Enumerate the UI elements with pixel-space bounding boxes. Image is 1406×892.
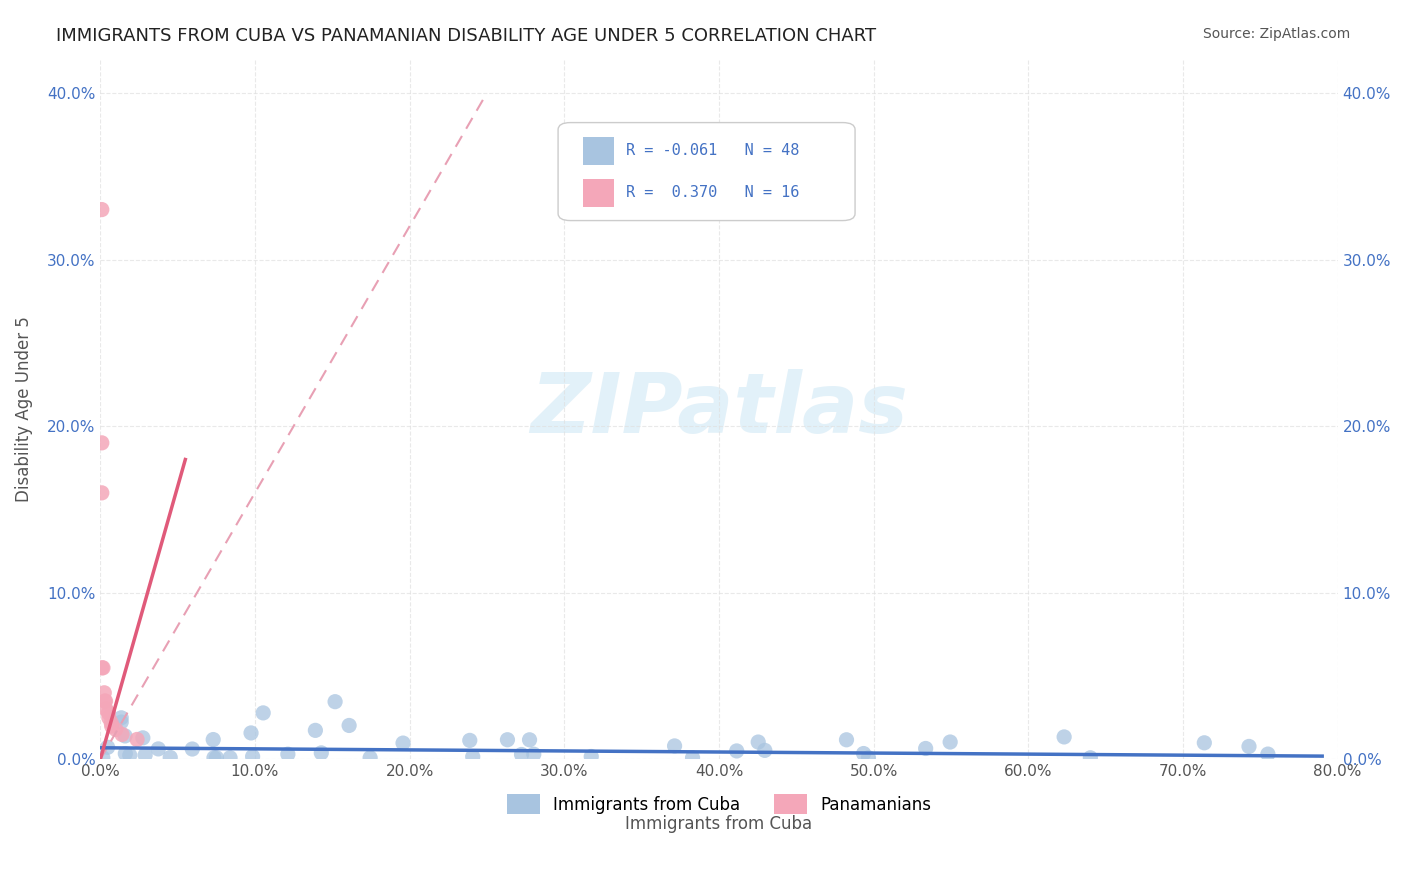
Point [114,729,136,743]
Point [91,751,114,765]
Point [100,715,122,730]
Point [1194,736,1216,750]
Point [725,744,748,758]
Text: IMMIGRANTS FROM CUBA VS PANAMANIAN DISABILITY AGE UNDER 5 CORRELATION CHART: IMMIGRANTS FROM CUBA VS PANAMANIAN DISAB… [56,27,876,45]
Text: R = -0.061   N = 48: R = -0.061 N = 48 [626,143,800,158]
Text: Source: ZipAtlas.com: Source: ZipAtlas.com [1202,27,1350,41]
Point [159,750,181,764]
Point [94,694,117,708]
Point [914,741,936,756]
Point [110,711,132,725]
Point [91,661,114,675]
Point [304,723,326,738]
Point [93,686,115,700]
Point [337,718,360,732]
Point [240,726,263,740]
Point [132,731,155,745]
Point [90,435,112,450]
Point [97,706,120,720]
Point [90,202,112,217]
Point [1080,751,1102,765]
Point [134,747,156,762]
Point [97,740,120,755]
Point [664,739,686,753]
Text: ZIPatlas: ZIPatlas [530,369,908,450]
Point [939,735,962,749]
Point [311,746,333,760]
Point [682,751,704,765]
Y-axis label: Disability Age Under 5: Disability Age Under 5 [15,317,32,502]
Point [100,719,122,733]
Point [118,748,141,763]
Point [252,706,274,720]
Point [111,727,134,741]
Point [523,747,546,762]
Point [323,695,346,709]
Point [125,732,148,747]
Point [1257,747,1279,761]
Point [581,749,603,764]
Point [835,732,858,747]
Point [148,742,170,756]
Point [242,749,264,764]
Point [114,747,136,761]
Text: R =  0.370   N = 16: R = 0.370 N = 16 [626,185,800,200]
Point [97,711,120,725]
Point [219,751,242,765]
FancyBboxPatch shape [583,178,614,207]
FancyBboxPatch shape [583,136,614,165]
Point [1237,739,1260,754]
Point [858,751,880,765]
Point [519,732,541,747]
Point [754,743,776,757]
Point [458,733,481,747]
Point [94,702,117,716]
Point [104,723,127,737]
Point [392,736,415,750]
Point [181,742,204,756]
Point [747,735,769,749]
Point [93,694,115,708]
FancyBboxPatch shape [558,122,855,220]
Legend: Immigrants from Cuba, Panamanians: Immigrants from Cuba, Panamanians [501,788,938,822]
Point [510,747,533,762]
Point [1053,730,1076,744]
Point [359,751,381,765]
Point [91,661,114,675]
Point [496,732,519,747]
Point [277,747,299,762]
Point [852,747,875,761]
Point [461,749,484,764]
Point [202,732,225,747]
Point [110,714,132,729]
Point [90,486,112,500]
Point [205,751,228,765]
Point [202,751,225,765]
Text: Immigrants from Cuba: Immigrants from Cuba [626,815,813,833]
